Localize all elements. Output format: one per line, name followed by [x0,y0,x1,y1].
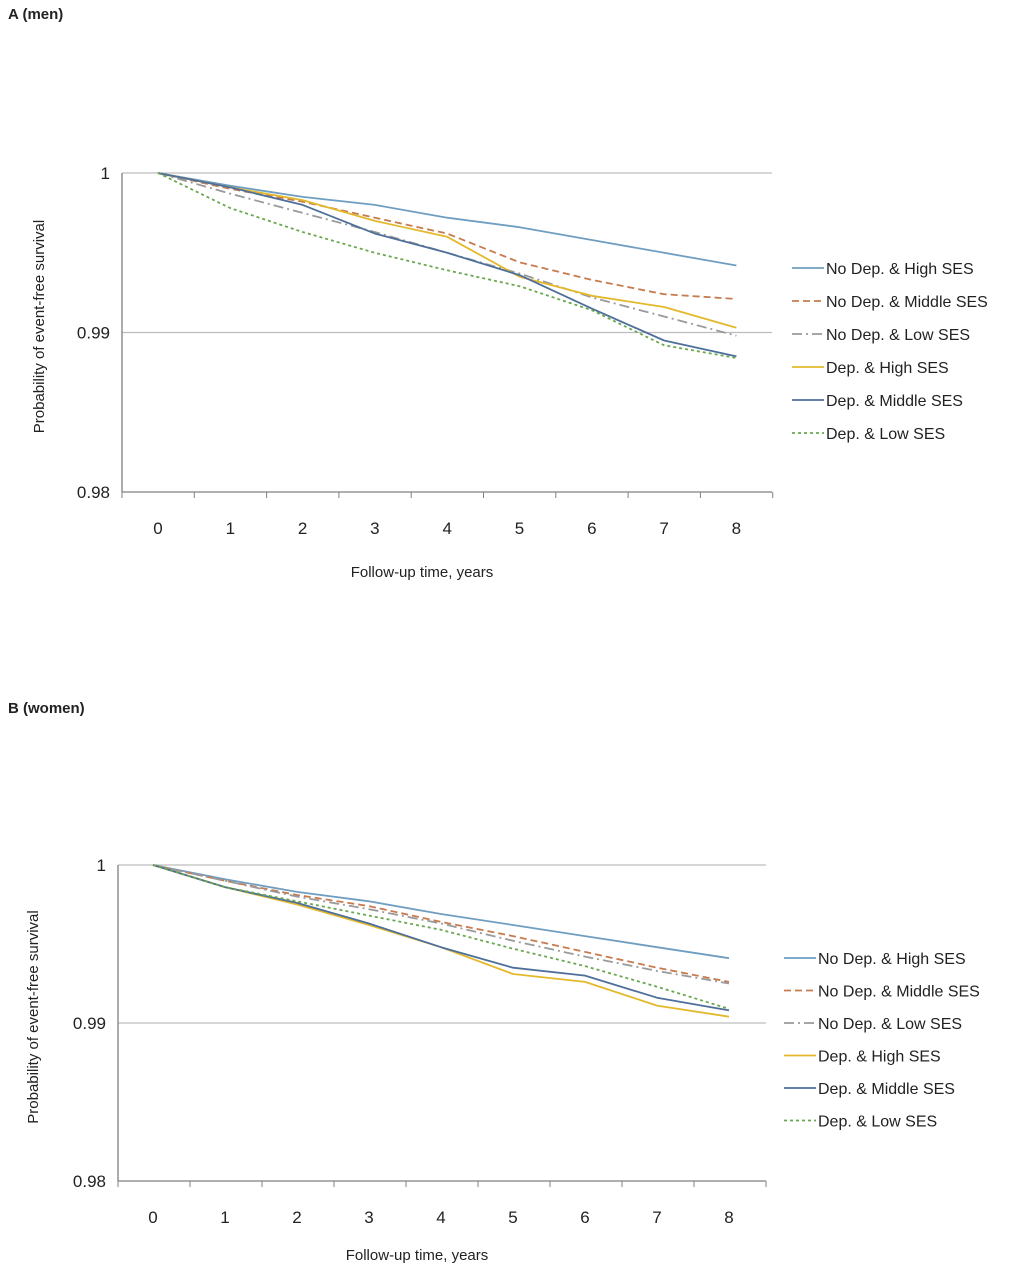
chart2-x-tick-label: 0 [148,1208,157,1227]
chart1-series-line-3 [158,173,736,336]
chart2-legend-label-5: Dep. & Middle SES [818,1081,955,1098]
chart1-x-tick-label: 2 [298,519,307,538]
chart2-y-tick-label: 0.98 [73,1172,106,1191]
chart1-series-line-6 [158,173,736,358]
chart2-legend-label-2: No Dep. & Middle SES [818,984,980,1001]
chart1-x-tick-label: 4 [442,519,451,538]
chart2-legend-label-3: No Dep. & Low SES [818,1016,962,1033]
chart2-x-axis-title: Follow-up time, years [346,1247,489,1264]
chart2-series-line-6 [153,865,729,1009]
chart1-x-tick-label: 5 [515,519,524,538]
chart1-y-tick-label: 0.98 [77,483,110,502]
chart2-series-line-5 [153,865,729,1010]
chart1-legend-label-6: Dep. & Low SES [826,426,945,443]
chart1-x-tick-label: 0 [153,519,162,538]
chart1-y-tick-label: 1 [101,164,110,183]
chart2-legend-label-4: Dep. & High SES [818,1049,941,1066]
chart2-y-tick-label: 1 [97,856,106,875]
chart2-x-tick-label: 6 [580,1208,589,1227]
chart1-legend-label-5: Dep. & Middle SES [826,393,963,410]
chart1-legend-label-3: No Dep. & Low SES [826,327,970,344]
chart2-x-tick-label: 1 [220,1208,229,1227]
chart2-legend-label-1: No Dep. & High SES [818,951,966,968]
chart2-x-tick-label: 4 [436,1208,445,1227]
chart2-y-axis-title: Probability of event-free survival [25,910,42,1123]
chart2-y-tick-label: 0.99 [73,1014,106,1033]
chart1-series-line-1 [158,173,736,266]
chart2-x-tick-label: 7 [652,1208,661,1227]
chart1-x-tick-label: 6 [587,519,596,538]
chart1-y-axis-title: Probability of event-free survival [31,220,48,433]
chart1-legend-label-1: No Dep. & High SES [826,261,974,278]
chart1-series-line-5 [158,173,736,356]
chart2-x-tick-label: 8 [724,1208,733,1227]
chart1-x-tick-label: 8 [732,519,741,538]
chart1-x-tick-label: 1 [226,519,235,538]
chart2-legend-label-6: Dep. & Low SES [818,1114,937,1131]
survival-charts: 1 0.99 0.98 0 1 2 3 4 5 6 7 8 Follow-up time, years P… [0,0,1027,1280]
chart2-x-tick-label: 5 [508,1208,517,1227]
chart1-x-tick-label: 3 [370,519,379,538]
chart1-y-tick-label: 0.99 [77,324,110,343]
chart2-x-tick-label: 3 [364,1208,373,1227]
chart1-legend-label-2: No Dep. & Middle SES [826,294,988,311]
chart1-x-axis-title: Follow-up time, years [351,564,494,581]
chart2-series-line-1 [153,865,729,958]
chart1-legend-label-4: Dep. & High SES [826,360,949,377]
chart2-x-tick-label: 2 [292,1208,301,1227]
chart1-x-tick-label: 7 [659,519,668,538]
